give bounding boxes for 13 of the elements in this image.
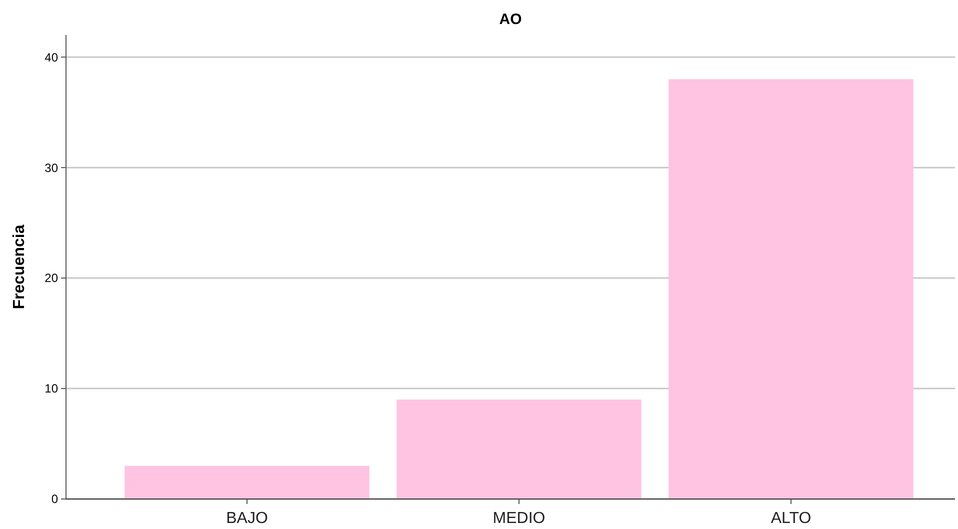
y-tick-label: 0 <box>51 492 58 506</box>
bar <box>668 79 914 499</box>
y-tick-label: 30 <box>44 160 58 175</box>
bar <box>396 400 642 499</box>
y-tick-label: 20 <box>44 271 58 286</box>
chart-title: AO <box>499 11 522 28</box>
y-tick-label: 40 <box>44 50 58 64</box>
x-tick-label: BAJO <box>226 510 268 527</box>
y-tick-label: 10 <box>44 382 58 396</box>
x-tick-label: MEDIO <box>492 510 546 527</box>
y-axis-title: Frecuencia <box>11 224 28 310</box>
x-tick-label: ALTO <box>770 510 812 527</box>
bar <box>124 466 370 499</box>
